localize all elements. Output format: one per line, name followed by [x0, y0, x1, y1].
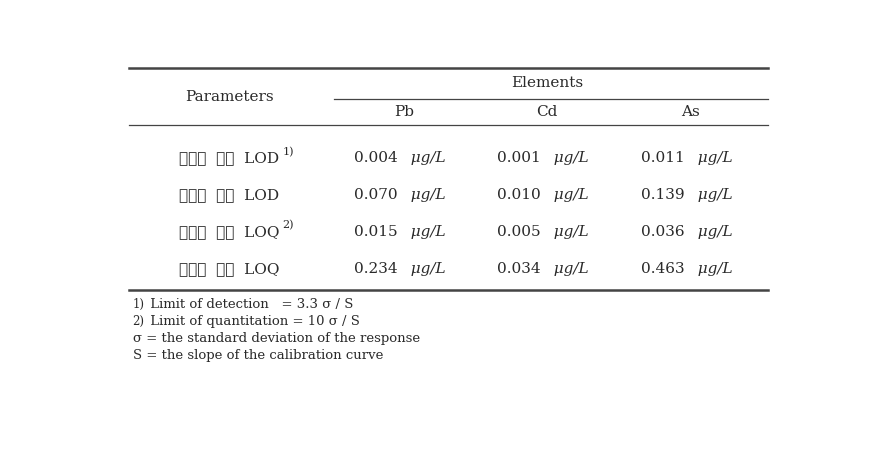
- Text: 0.036: 0.036: [640, 225, 684, 239]
- Text: 시료에  대한  LOQ: 시료에 대한 LOQ: [179, 262, 280, 276]
- Text: 1): 1): [283, 146, 294, 157]
- Text: μg/L: μg/L: [544, 262, 589, 276]
- Text: μg/L: μg/L: [401, 188, 445, 202]
- Text: μg/L: μg/L: [401, 225, 445, 239]
- Text: Limit of detection   = 3.3 σ / S: Limit of detection = 3.3 σ / S: [146, 299, 354, 312]
- Text: Cd: Cd: [536, 105, 558, 119]
- Text: μg/L: μg/L: [544, 151, 589, 165]
- Text: 0.139: 0.139: [640, 188, 684, 202]
- Text: 0.034: 0.034: [497, 262, 541, 276]
- Text: Pb: Pb: [394, 105, 414, 119]
- Text: 2): 2): [133, 315, 144, 328]
- Text: μg/L: μg/L: [688, 151, 732, 165]
- Text: μg/L: μg/L: [401, 151, 445, 165]
- Text: 0.015: 0.015: [354, 225, 397, 239]
- Text: 1): 1): [133, 299, 144, 312]
- Text: μg/L: μg/L: [544, 188, 589, 202]
- Text: 0.463: 0.463: [640, 262, 684, 276]
- Text: μg/L: μg/L: [688, 262, 732, 276]
- Text: 0.010: 0.010: [497, 188, 541, 202]
- Text: S = the slope of the calibration curve: S = the slope of the calibration curve: [133, 349, 383, 362]
- Text: μg/L: μg/L: [688, 225, 732, 239]
- Text: 0.234: 0.234: [354, 262, 397, 276]
- Text: 기기에  대한  LOD: 기기에 대한 LOD: [179, 151, 280, 165]
- Text: Elements: Elements: [511, 76, 584, 90]
- Text: μg/L: μg/L: [544, 225, 589, 239]
- Text: Limit of quantitation = 10 σ / S: Limit of quantitation = 10 σ / S: [146, 315, 360, 328]
- Text: 0.011: 0.011: [640, 151, 684, 165]
- Text: 0.001: 0.001: [497, 151, 541, 165]
- Text: μg/L: μg/L: [688, 188, 732, 202]
- Text: 기기에  대한  LOQ: 기기에 대한 LOQ: [179, 225, 280, 239]
- Text: 0.070: 0.070: [354, 188, 397, 202]
- Text: 2): 2): [283, 220, 294, 231]
- Text: μg/L: μg/L: [401, 262, 445, 276]
- Text: As: As: [682, 105, 700, 119]
- Text: σ = the standard deviation of the response: σ = the standard deviation of the respon…: [133, 332, 420, 345]
- Text: Parameters: Parameters: [186, 90, 274, 104]
- Text: 0.005: 0.005: [497, 225, 541, 239]
- Text: 0.004: 0.004: [354, 151, 397, 165]
- Text: 시료에  대한  LOD: 시료에 대한 LOD: [179, 188, 280, 202]
